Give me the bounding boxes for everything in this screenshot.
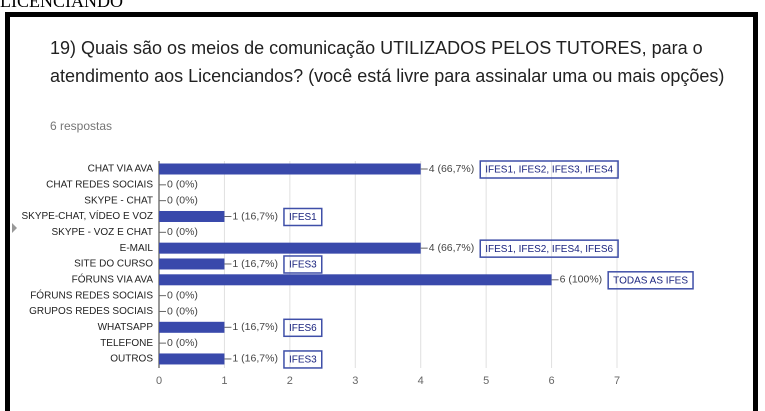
value-label: 6 (100%) <box>560 274 603 286</box>
value-label: 1 (16,7%) <box>232 210 278 222</box>
x-tick-label: 0 <box>156 375 162 387</box>
annotation: IFES1 <box>289 212 317 223</box>
value-label: 4 (66,7%) <box>429 163 475 175</box>
annotation: IFES1, IFES2, IFES4, IFES6 <box>485 244 613 255</box>
annotation-box <box>283 255 323 274</box>
annotation-box <box>607 271 694 290</box>
value-label: 4 (66,7%) <box>429 242 475 254</box>
bar <box>159 353 225 365</box>
value-label: 1 (16,7%) <box>232 353 278 365</box>
value-label: 0 (0%) <box>167 194 198 206</box>
chart-subtitle: 6 respostas <box>50 119 113 133</box>
annotation-box <box>283 318 323 338</box>
value-label: 0 (0%) <box>167 179 198 191</box>
x-tick-label: 3 <box>352 375 358 387</box>
y-tick-label: SKYPE - VOZ E CHAT <box>52 227 154 238</box>
value-label: 0 (0%) <box>167 305 198 317</box>
bar <box>159 321 225 333</box>
annotation: IFES1, IFES2, IFES3, IFES4 <box>485 165 613 176</box>
annotation-box <box>283 350 323 369</box>
x-tick-label: 1 <box>221 375 227 387</box>
annotation: IFES3 <box>289 355 317 366</box>
x-tick-label: 5 <box>483 375 489 387</box>
bar <box>159 274 552 286</box>
annotation: TODAS AS IFES <box>613 275 688 286</box>
annotation-box <box>479 160 619 179</box>
chart-title: 19) Quais são os meios de comunicação UT… <box>50 38 725 86</box>
annotation: IFES3 <box>289 260 317 271</box>
annotation-box <box>283 207 323 227</box>
side-arrow <box>12 223 17 233</box>
value-label: 0 (0%) <box>167 337 198 349</box>
page-header: LICENCIANDO <box>0 0 123 11</box>
y-tick-label: FÓRUNS VIA AVA <box>72 272 154 285</box>
y-tick-label: CHAT VIA AVA <box>88 164 154 175</box>
value-label: 1 (16,7%) <box>232 258 278 270</box>
x-tick-label: 7 <box>614 375 620 387</box>
y-tick-label: E-MAIL <box>120 243 154 254</box>
value-label: 0 (0%) <box>167 289 198 301</box>
value-label: 0 (0%) <box>167 226 198 238</box>
annotation-box <box>479 239 619 258</box>
y-tick-label: TELEFONE <box>100 338 153 349</box>
value-label: 1 (16,7%) <box>232 321 278 333</box>
frame <box>5 12 758 411</box>
y-tick-label: FÓRUNS REDES SOCIAIS <box>30 288 153 301</box>
bar <box>159 210 225 222</box>
y-tick-label: WHATSAPP <box>98 322 154 333</box>
x-tick-label: 6 <box>549 375 555 387</box>
y-tick-label: SKYPE - CHAT <box>84 195 153 206</box>
y-tick-label: OUTROS <box>110 354 153 365</box>
y-tick-label: SKYPE-CHAT, VÍDEO E VOZ <box>21 209 153 222</box>
y-tick-label: GRUPOS REDES SOCIAIS <box>29 306 153 317</box>
bar <box>159 258 225 270</box>
bar <box>159 242 421 254</box>
y-tick-label: SITE DO CURSO <box>74 259 153 270</box>
x-tick-label: 2 <box>287 375 293 387</box>
bar <box>159 163 421 175</box>
y-tick-label: CHAT REDES SOCIAIS <box>46 179 153 190</box>
x-tick-label: 4 <box>418 375 424 387</box>
annotation: IFES6 <box>289 323 317 334</box>
